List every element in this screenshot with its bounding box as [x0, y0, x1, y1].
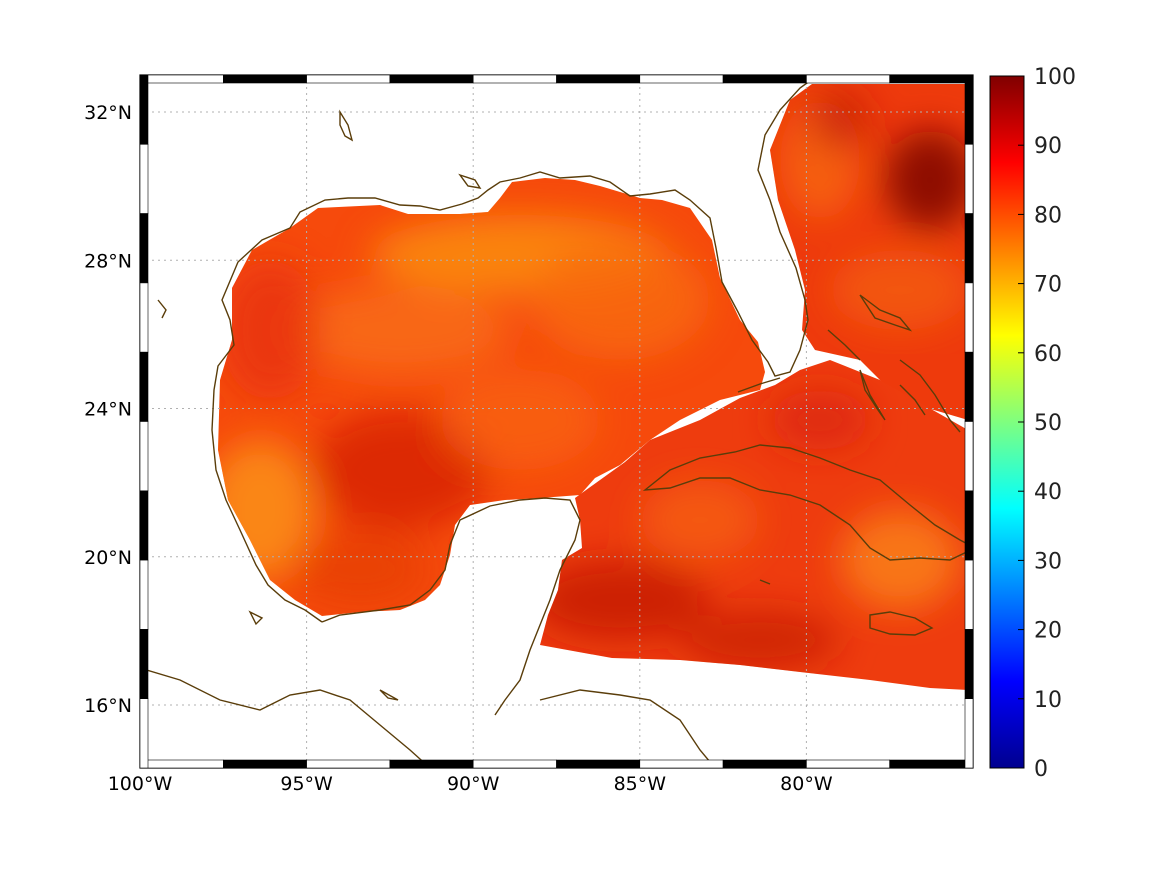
border-segment-top	[389, 74, 474, 84]
colorbar-tick-label: 90	[1034, 134, 1062, 159]
y-tick-label: 32°N	[84, 102, 132, 124]
border-segment-bottom	[556, 759, 641, 769]
border-segment-left	[139, 144, 149, 214]
border-segment-bottom	[889, 759, 974, 769]
checkered-border	[139, 74, 974, 769]
colorbar-tick-label: 50	[1034, 411, 1062, 436]
x-tick-label: 100°W	[108, 773, 173, 795]
border-segment-bottom	[472, 759, 557, 769]
border-segment-left	[139, 698, 149, 769]
border-segment-top	[306, 74, 391, 84]
border-segment-left	[139, 351, 149, 422]
border-segment-left	[139, 490, 149, 561]
colorbar-tick-label: 70	[1034, 273, 1062, 298]
border-segment-left	[139, 421, 149, 492]
border-segment-right	[964, 698, 974, 769]
x-tick-label: 90°W	[447, 773, 500, 795]
border-segment-bottom	[806, 759, 891, 769]
border-segment-left	[139, 629, 149, 700]
border-segment-top	[556, 74, 641, 84]
border-segment-right	[964, 144, 974, 214]
border-segment-bottom	[639, 759, 724, 769]
coastline	[140, 75, 973, 768]
border-segment-right	[964, 74, 974, 145]
x-tick-labels: 100°W 95°W 90°W 85°W 80°W	[108, 773, 833, 795]
y-tick-label: 20°N	[84, 547, 132, 569]
y-tick-label: 24°N	[84, 399, 132, 421]
y-tick-labels: 16°N 20°N 24°N 28°N 32°N	[84, 102, 132, 717]
border-segment-top	[223, 74, 307, 84]
border-segment-bottom	[722, 759, 807, 769]
x-tick-label: 80°W	[780, 773, 833, 795]
border-segment-right	[964, 559, 974, 630]
border-segment-left	[139, 559, 149, 630]
border-segment-left	[139, 74, 149, 145]
border-segment-left	[139, 213, 149, 284]
colorbar-tick-label: 100	[1034, 65, 1076, 90]
heatmap-field	[218, 84, 968, 690]
colorbar-tick-label: 40	[1034, 480, 1062, 505]
colorbar-tick-label: 60	[1034, 342, 1062, 367]
border-segment-top	[639, 74, 724, 84]
colorbar-tick-label: 80	[1034, 203, 1062, 228]
colorbar-tick-label: 0	[1034, 757, 1048, 782]
border-segment-right	[964, 282, 974, 353]
border-segment-top	[139, 74, 224, 84]
x-tick-label: 95°W	[280, 773, 333, 795]
border-segment-top	[472, 74, 557, 84]
border-segment-top	[889, 74, 974, 84]
x-tick-label: 85°W	[614, 773, 667, 795]
border-segment-top	[806, 74, 891, 84]
border-segment-bottom	[223, 759, 307, 769]
border-segment-top	[722, 74, 807, 84]
colorbar-tick-label: 30	[1034, 549, 1062, 574]
border-segment-bottom	[139, 759, 224, 769]
border-segment-right	[964, 213, 974, 284]
y-tick-label: 28°N	[84, 250, 132, 272]
border-segment-bottom	[306, 759, 391, 769]
border-segment-bottom	[389, 759, 474, 769]
border-segment-left	[139, 282, 149, 353]
colorbar-tick-label: 10	[1034, 688, 1062, 713]
border-segment-right	[964, 490, 974, 561]
y-tick-label: 16°N	[84, 695, 132, 717]
colorbar-ticks: 0 10 20 30 40 50 60 70 80 90 100	[1018, 65, 1076, 782]
border-segment-right	[964, 421, 974, 492]
border-segment-right	[964, 629, 974, 700]
border-segment-right	[964, 351, 974, 422]
colorbar-tick-label: 20	[1034, 619, 1062, 644]
